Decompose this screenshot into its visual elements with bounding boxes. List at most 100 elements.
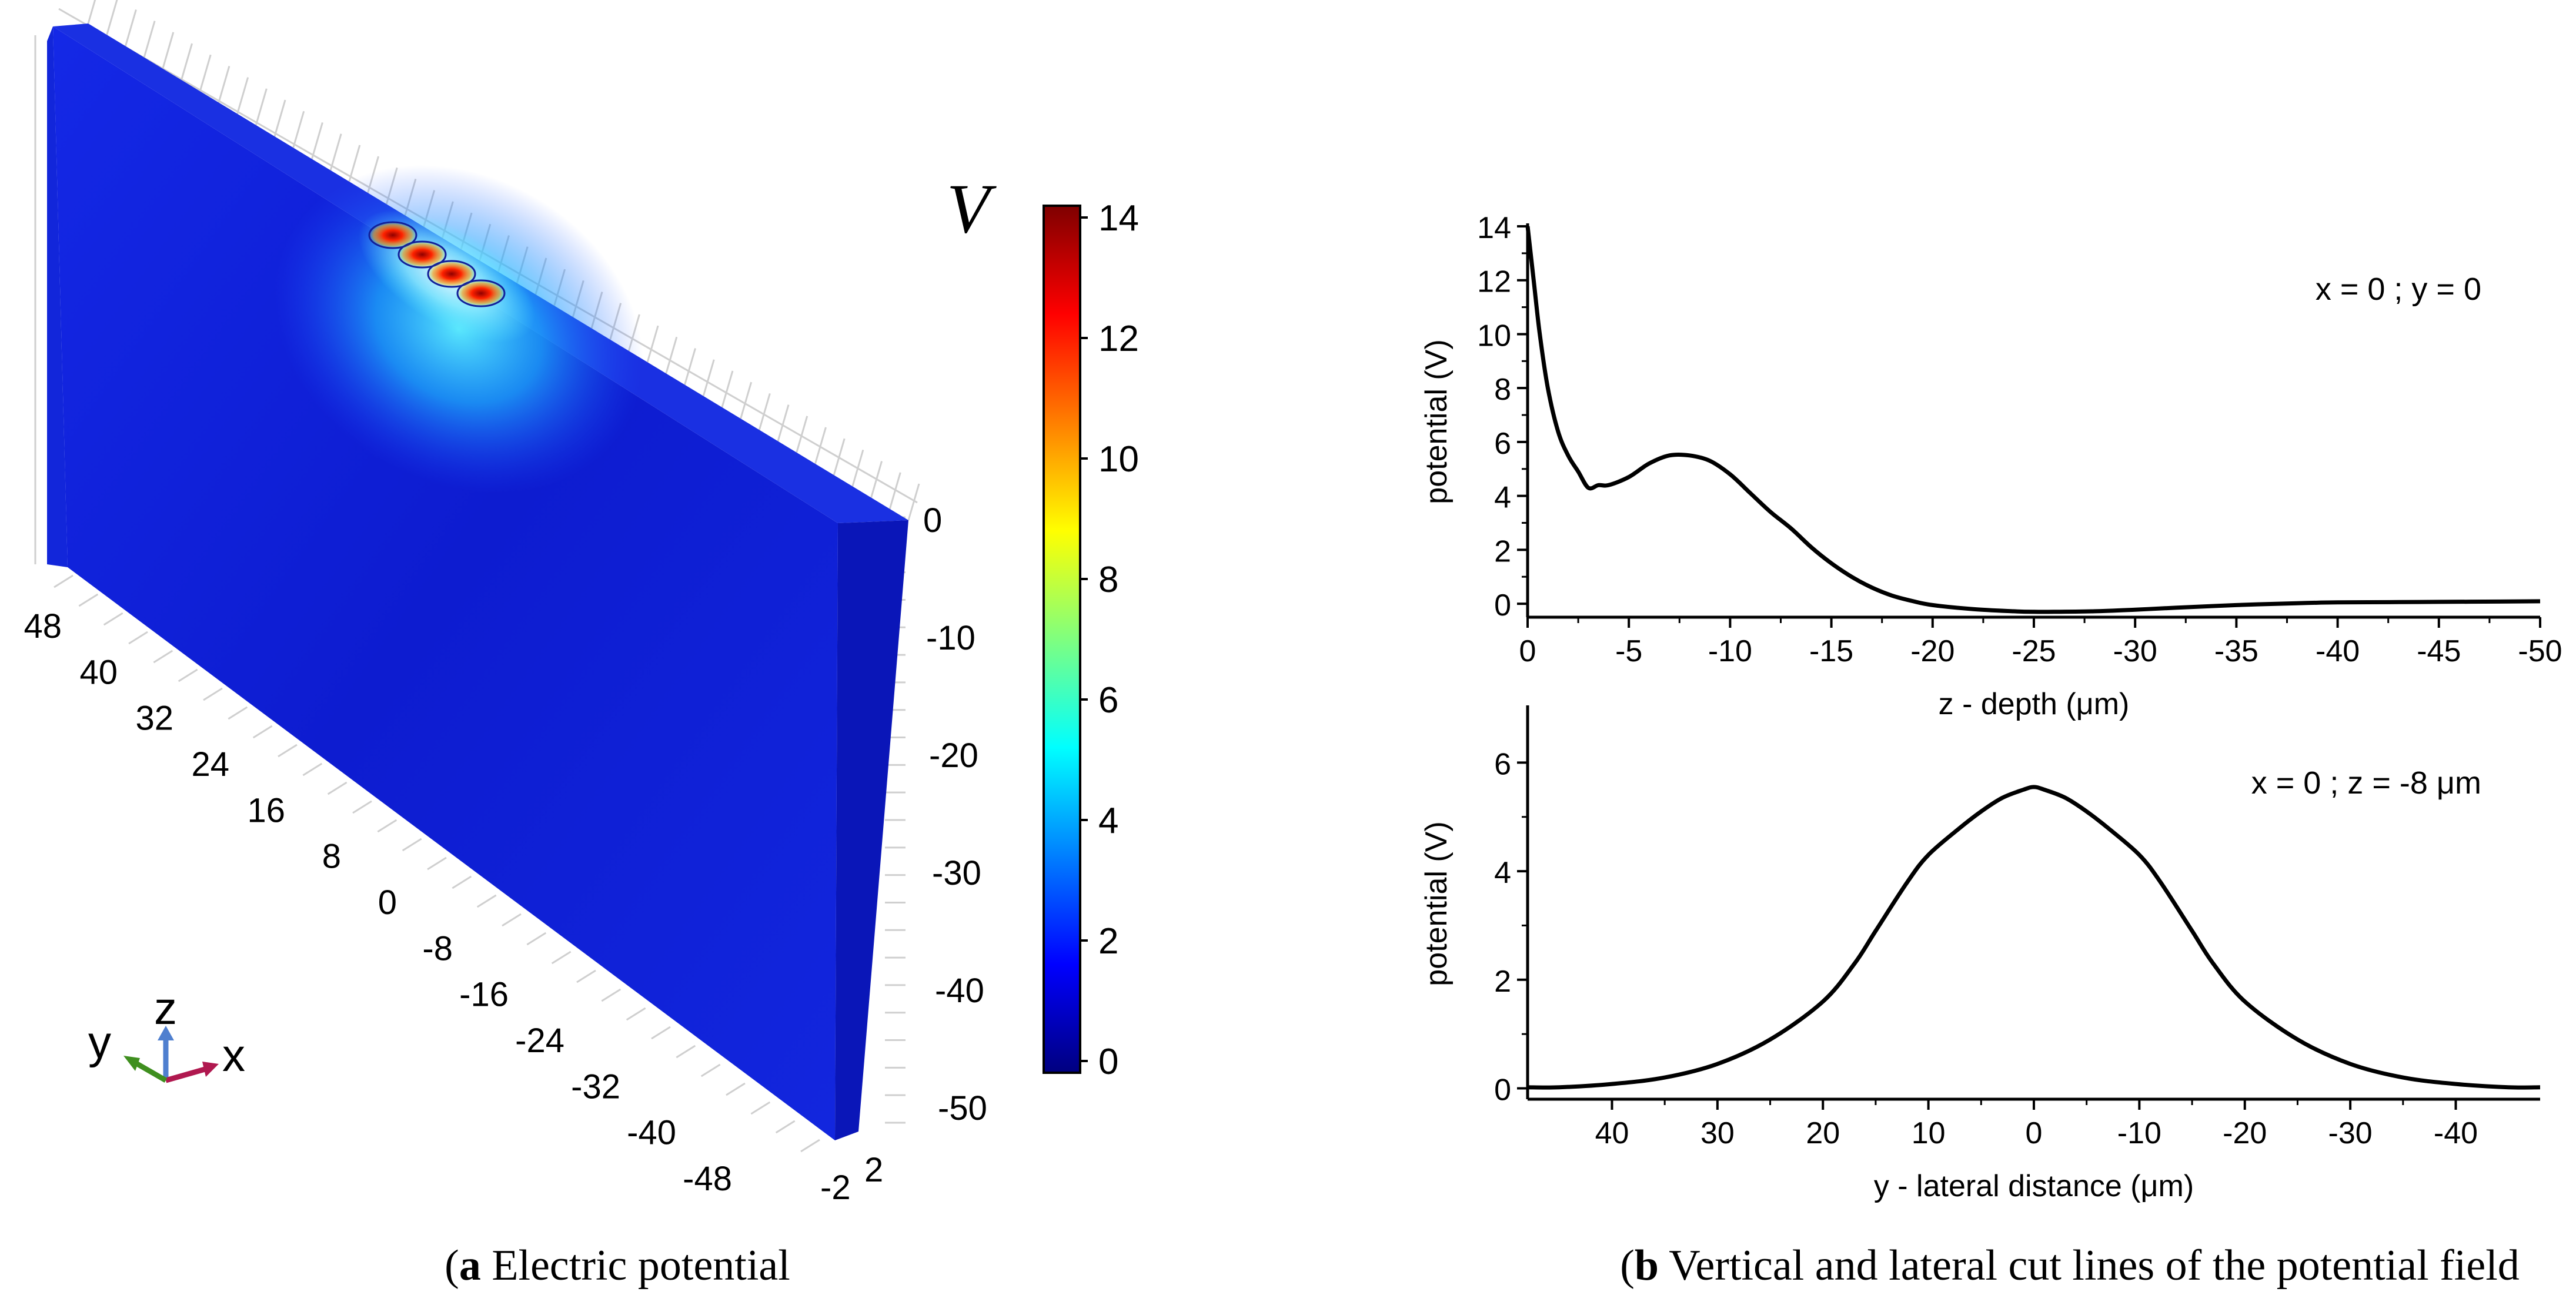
grid-line [814, 427, 827, 464]
electrode-ring [456, 279, 506, 307]
z-axis-tick-labels: 0 -10 -20 -30 -40 -50 [923, 501, 987, 1127]
y-tick-label: 10 [1477, 319, 1511, 353]
y-axis-tick-label: 32 [135, 699, 173, 738]
grid-line [700, 1063, 721, 1077]
x-tick-label: 40 [1595, 1116, 1629, 1150]
x-tick-label: 0 [1519, 634, 1536, 668]
grid-line [665, 336, 678, 374]
grid-line [750, 1101, 771, 1115]
y-axis-label: potential (V) [1419, 821, 1454, 986]
y-tick-label: 4 [1494, 856, 1511, 890]
grid-line [255, 88, 268, 126]
x-tick-label: -40 [2316, 634, 2360, 668]
caption-b-text: Vertical and lateral cut lines of the po… [1659, 1241, 2520, 1290]
colorbar-tick-label: 14 [1098, 198, 1139, 239]
y-axis-tick-labels: 48 40 32 24 16 80 -8-16-24-32-40-48 [24, 607, 732, 1198]
grid-line [796, 416, 808, 453]
x-tick-label: -20 [1910, 634, 1954, 668]
slab-front-left-edge [47, 26, 68, 567]
grid-line [526, 932, 547, 946]
grid-line [302, 762, 323, 776]
y-tick-label: 0 [1494, 588, 1511, 622]
electrode-ring [427, 260, 476, 288]
grid-line [758, 393, 771, 430]
grid-line [106, 0, 118, 35]
x-tick-label: -25 [2012, 634, 2056, 668]
y-tick-label: 12 [1477, 265, 1511, 299]
grid-line [676, 1045, 696, 1059]
colorbar-tick-label: 10 [1098, 439, 1139, 480]
colorbar-tick-label: 4 [1098, 801, 1118, 841]
y-axis-tick-label: -16 [459, 976, 509, 1014]
grid-line [452, 875, 472, 889]
chart-vertical-cut: 0 2 4 6 8 10 12 14 0 -5 -10 -15 -20 -25 -30 -35 -40 -45 -5… [1419, 211, 2562, 721]
electrode-ring [368, 221, 417, 249]
triad-y-arrowhead [123, 1056, 140, 1071]
z-axis-tick-label: -30 [932, 854, 981, 892]
y-axis-tick-label: 40 [79, 653, 118, 691]
y-axis-tick-label: -32 [571, 1067, 620, 1106]
x-tick-label: -45 [2417, 634, 2461, 668]
unit-symbol: V [947, 169, 997, 247]
colorbar-tick-label: 12 [1098, 319, 1139, 359]
x-tick-label: -50 [2518, 634, 2562, 668]
y-tick-label: 6 [1494, 747, 1511, 781]
grid-line [203, 687, 223, 701]
y-axis-tick-label: -8 [422, 929, 453, 968]
grid-line [273, 99, 286, 137]
grid-line [292, 111, 305, 148]
triad-z-label: z [154, 982, 177, 1034]
grid-line [476, 894, 497, 908]
grid-line [551, 950, 572, 965]
grid-line [178, 668, 198, 682]
series-line [1527, 785, 2541, 1090]
grid-line [800, 1139, 820, 1153]
caption-b: (b Vertical and lateral cut lines of the… [1620, 1241, 2520, 1290]
panel-b-cut-lines: 0 2 4 6 8 10 12 14 0 -5 -10 -15 -20 -25 -30 -35 -40 -45 -5… [1419, 211, 2562, 1290]
x-tick-label: -40 [2434, 1116, 2478, 1150]
x-tick-label: -5 [1615, 634, 1642, 668]
y-axis-tick-label: -48 [683, 1160, 732, 1198]
y-axis-tick-label: 24 [191, 745, 229, 784]
x-tick-label: 0 [2026, 1116, 2043, 1150]
grid-line [311, 122, 323, 159]
x-tick-label: -30 [2113, 634, 2157, 668]
x-tick-label: -20 [2223, 1116, 2267, 1150]
grid-line [348, 145, 361, 182]
caption-a: (a Electric potential [445, 1241, 790, 1290]
x-tick-label: 30 [1700, 1116, 1735, 1150]
colorbar-tick-label: 6 [1098, 680, 1118, 721]
y-axis-tick-label: 0 [378, 883, 397, 922]
grid-line [684, 348, 696, 385]
grid-line [402, 838, 422, 852]
z-axis-tick-label: -50 [938, 1089, 987, 1127]
y-axis-tick-label: 8 [322, 838, 341, 876]
grid-line [702, 359, 715, 397]
y-tick-label: 6 [1494, 427, 1511, 461]
grid-line [721, 370, 734, 408]
x-tick-label: -30 [2328, 1116, 2373, 1150]
y-tick-label: 2 [1494, 534, 1511, 568]
electrode-ring [397, 240, 447, 269]
caption-b-letter: b [1635, 1241, 1659, 1290]
x-axis-label: y - lateral distance (μm) [1874, 1169, 2194, 1203]
triad-y-arrow [133, 1060, 168, 1083]
grid-line [327, 781, 348, 795]
grid-line [907, 483, 920, 521]
grid-line [236, 77, 249, 115]
triad-x-arrow [165, 1066, 208, 1083]
x-tick-label: -10 [2117, 1116, 2161, 1150]
y-tick-label: 14 [1477, 211, 1511, 245]
grid-line [377, 819, 397, 833]
grid-line [218, 66, 230, 103]
grid-line [576, 969, 596, 983]
grid-line [181, 43, 193, 81]
colorbar-tick-label: 8 [1098, 560, 1118, 600]
electrode-rings [368, 221, 506, 307]
grid-line [252, 725, 273, 739]
colorbar-tick-label: 2 [1098, 921, 1118, 962]
caption-a-letter: a [459, 1241, 481, 1290]
grid-line [646, 325, 659, 363]
